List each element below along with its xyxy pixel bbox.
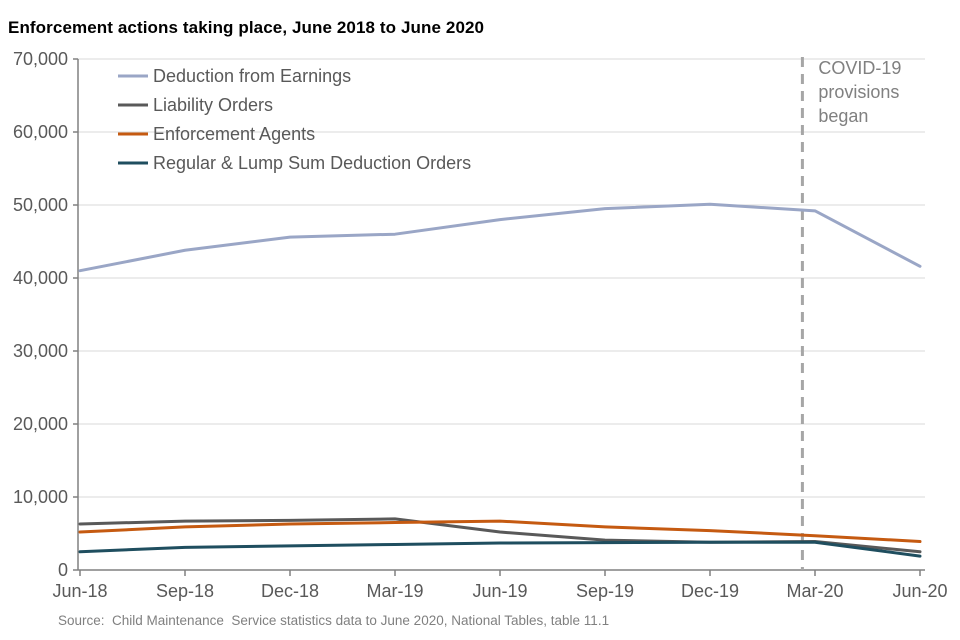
axes [73,58,925,576]
source-note: Source: Child Maintenance Service statis… [58,613,610,628]
legend-label: Regular & Lump Sum Deduction Orders [153,153,471,173]
x-tick-label: Mar-20 [786,581,843,601]
covid-annotation-line: began [818,106,868,126]
legend-item: Regular & Lump Sum Deduction Orders [118,153,471,173]
gridlines [78,58,925,498]
chart-title: Enforcement actions taking place, June 2… [8,18,485,38]
x-axis-tick-labels: Jun-18 Sep-18 Dec-18 Mar-19 Jun-19 Sep-19 Dec-… [52,581,947,601]
y-tick-label: 50,000 [13,195,68,215]
legend-label: Deduction from Earnings [153,66,351,86]
x-tick-label: Sep-18 [156,581,214,601]
y-tick-label: 70,000 [13,49,68,69]
y-tick-label: 10,000 [13,487,68,507]
legend-label: Enforcement Agents [153,124,315,144]
covid-annotation: COVID-19 provisions began [818,58,901,126]
covid-annotation-line: provisions [818,82,899,102]
legend-item: Enforcement Agents [118,124,315,144]
data-series [78,202,922,558]
y-tick-label: 30,000 [13,341,68,361]
legend: Deduction from Earnings Liability Orders E… [118,66,471,173]
x-tick-label: Jun-18 [52,581,107,601]
y-tick-label: 40,000 [13,268,68,288]
covid-annotation-line: COVID-19 [818,58,901,78]
series-line-regular-lump-sum-deduction-orders [78,540,922,558]
y-tick-label: 0 [58,560,68,580]
y-tick-label: 60,000 [13,122,68,142]
legend-item: Liability Orders [118,95,273,115]
x-tick-label: Dec-19 [681,581,739,601]
x-tick-label: Mar-19 [366,581,423,601]
series-line-enforcement-agents [78,519,922,544]
legend-label: Liability Orders [153,95,273,115]
series-line-deduction-from-earnings [78,202,922,273]
x-tick-label: Sep-19 [576,581,634,601]
x-tick-label: Jun-20 [892,581,947,601]
y-tick-label: 20,000 [13,414,68,434]
legend-item: Deduction from Earnings [118,66,351,86]
x-tick-label: Dec-18 [261,581,319,601]
y-axis-tick-labels: 0 10,000 20,000 30,000 40,000 50,000 60,000 70,… [13,49,68,580]
x-tick-label: Jun-19 [472,581,527,601]
